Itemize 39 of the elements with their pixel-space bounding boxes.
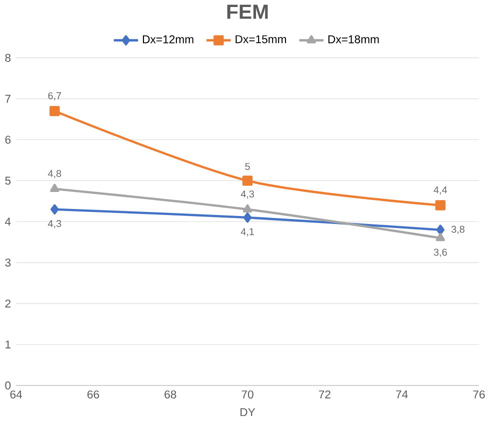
data-label: 4,1 [240,228,254,236]
y-tick-label: 8 [5,54,11,62]
x-tick-label: 64 [10,390,22,399]
data-label: 3,8 [451,226,464,234]
point [435,200,446,210]
point [50,184,60,192]
y-tick-label: 1 [6,340,10,348]
x-tick-label: 68 [164,390,176,399]
point [242,176,253,186]
y-tick-label: 5 [5,176,11,185]
y-tick-label: 4 [5,218,11,226]
x-tick-label: 70 [242,390,254,399]
data-label: 4,3 [240,190,254,199]
legend-label: Dx=18mm [328,35,379,44]
x-tick-label: 72 [318,390,330,398]
data-label: 4,8 [48,170,62,178]
point [436,224,445,236]
y-tick-label: 2 [5,300,10,308]
y-tick-label: 6 [5,136,11,144]
y-tick-label: 7 [5,95,10,103]
x-axis-title: DY [240,408,256,416]
y-tick-label: 0 [5,382,11,390]
point [242,204,252,213]
y-tick-label: 3 [5,258,11,267]
data-label: 6,7 [48,92,62,100]
legend-label: Dx=15mm [236,35,286,44]
data-label: 3,6 [434,248,447,258]
data-label: 4,3 [48,220,62,228]
chart-title: FEM [227,4,268,19]
point [50,106,60,116]
point [243,212,252,223]
data-label: 4,4 [434,186,447,195]
x-tick-label: 74 [396,390,408,398]
point [436,233,445,242]
data-label: 5 [245,163,250,170]
point [50,204,59,215]
x-tick-label: 66 [87,390,100,399]
x-tick-label: 76 [473,390,485,399]
legend-label: Dx=12mm [142,35,194,44]
